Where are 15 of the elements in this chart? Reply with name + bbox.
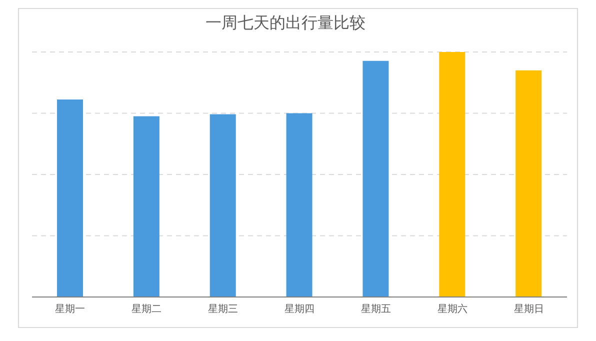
bar (57, 100, 83, 297)
chart-title: 一周七天的出行量比较 (204, 13, 366, 34)
bar (362, 60, 389, 297)
bar (133, 116, 160, 297)
x-tick-label: 星期日 (514, 303, 544, 316)
x-tick-label: 星期六 (437, 303, 468, 316)
x-tick-label: 星期四 (284, 303, 314, 316)
bar (516, 70, 542, 297)
bar (286, 113, 312, 297)
x-tick-label: 星期一 (55, 303, 86, 316)
x-tick-label: 星期三 (208, 303, 238, 316)
x-tick-label: 星期五 (360, 303, 391, 316)
x-tick-label: 星期二 (132, 303, 162, 316)
bar (210, 114, 236, 297)
bar (439, 52, 466, 297)
